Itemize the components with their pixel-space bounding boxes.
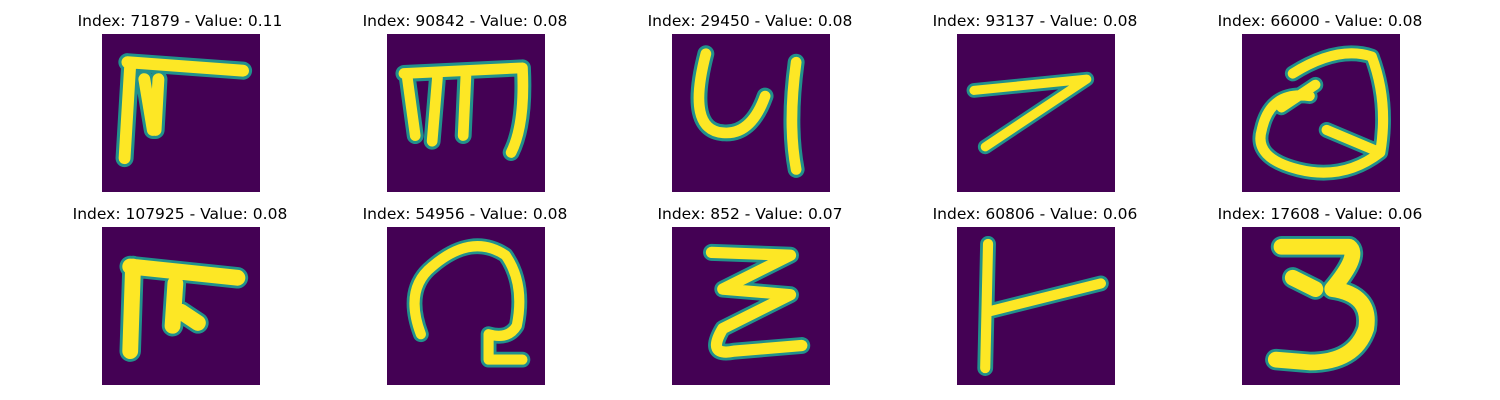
panel-title: Index: 90842 - Value: 0.08: [362, 12, 568, 30]
glyph-drawing: [395, 59, 532, 161]
panel-title: Index: 54956 - Value: 0.08: [362, 205, 568, 223]
glyph-image: [957, 227, 1115, 385]
glyph-drawing: [690, 45, 805, 178]
glyph-drawing: [1252, 45, 1391, 181]
glyph-image: [672, 34, 830, 192]
panel-3: Index: 29450 - Value: 0.08: [600, 12, 900, 192]
panel-9: Index: 60806 - Value: 0.06: [885, 205, 1185, 385]
glyph-drawing: [703, 243, 811, 361]
glyph-image: [1242, 227, 1400, 385]
glyph-drawing: [406, 238, 531, 368]
panel-1: Index: 71879 - Value: 0.11: [30, 12, 330, 192]
panel-title: Index: 107925 - Value: 0.08: [72, 205, 288, 223]
panel-10: Index: 17608 - Value: 0.06: [1170, 205, 1470, 385]
glyph-drawing: [1265, 236, 1378, 374]
glyph-drawing: [115, 53, 253, 168]
panel-title: Index: 71879 - Value: 0.11: [77, 12, 283, 30]
panel-6: Index: 107925 - Value: 0.08: [30, 205, 330, 385]
panel-4: Index: 93137 - Value: 0.08: [885, 12, 1185, 192]
glyph-image: [102, 34, 260, 192]
glyph-image: [102, 227, 260, 385]
panel-2: Index: 90842 - Value: 0.08: [315, 12, 615, 192]
glyph-drawing: [119, 255, 249, 362]
panel-5: Index: 66000 - Value: 0.08: [1170, 12, 1470, 192]
panel-title: Index: 60806 - Value: 0.06: [932, 205, 1138, 223]
glyph-image: [1242, 34, 1400, 192]
glyph-drawing: [977, 236, 1109, 376]
glyph-image: [387, 227, 545, 385]
glyph-image: [387, 34, 545, 192]
glyph-image: [672, 227, 830, 385]
panel-title: Index: 66000 - Value: 0.08: [1217, 12, 1423, 30]
glyph-drawing: [966, 71, 1095, 155]
glyph-image: [957, 34, 1115, 192]
panel-7: Index: 54956 - Value: 0.08: [315, 205, 615, 385]
panel-title: Index: 29450 - Value: 0.08: [647, 12, 853, 30]
panel-title: Index: 852 - Value: 0.07: [657, 205, 843, 223]
panel-title: Index: 17608 - Value: 0.06: [1217, 205, 1423, 223]
panel-8: Index: 852 - Value: 0.07: [600, 205, 900, 385]
panel-title: Index: 93137 - Value: 0.08: [932, 12, 1138, 30]
